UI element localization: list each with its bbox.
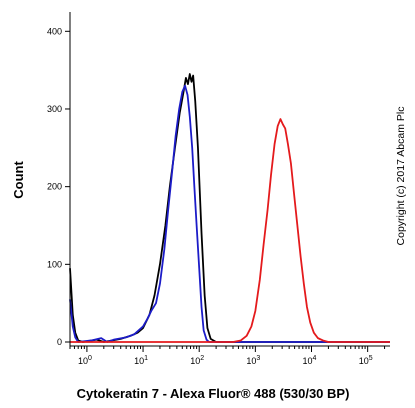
x-tick-label: 102 xyxy=(190,355,204,366)
y-tick-label: 400 xyxy=(47,26,62,36)
histogram-series-2 xyxy=(70,118,390,343)
y-tick-label: 300 xyxy=(47,104,62,114)
y-axis-ticks: 0 100 200 300 400 xyxy=(47,26,70,347)
x-axis-ticks: 100 101 102 103 104 105 xyxy=(69,346,386,366)
histogram-curves xyxy=(69,73,390,343)
histogram-series-0 xyxy=(69,73,390,343)
y-tick-label: 100 xyxy=(47,259,62,269)
x-tick-label: 104 xyxy=(303,355,317,366)
y-axis-label: Count xyxy=(11,161,26,199)
x-tick-label: 100 xyxy=(78,355,92,366)
x-tick-label: 101 xyxy=(134,355,148,366)
x-axis-label: Cytokeratin 7 - Alexa Fluor® 488 (530/30… xyxy=(77,386,350,401)
copyright-annotation: Copyright (c) 2017 Abcam Plc xyxy=(395,107,407,246)
y-tick-label: 200 xyxy=(47,182,62,192)
histogram-series-1 xyxy=(69,84,390,343)
x-tick-label: 105 xyxy=(359,355,373,366)
x-tick-label: 103 xyxy=(246,355,260,366)
y-tick-label: 0 xyxy=(57,337,62,347)
